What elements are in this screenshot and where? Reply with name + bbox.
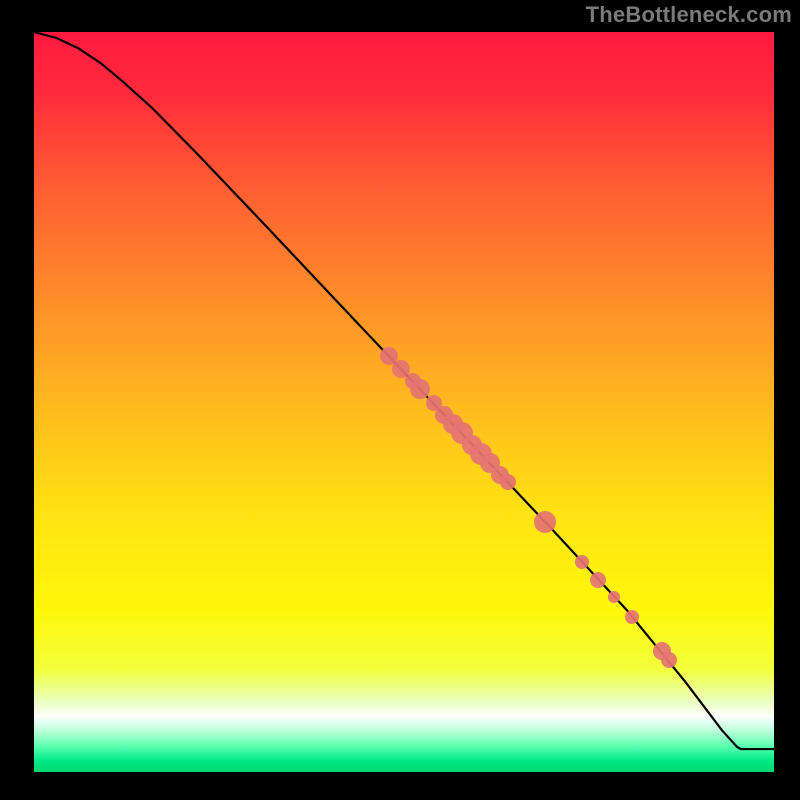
watermark-text: TheBottleneck.com bbox=[586, 2, 792, 28]
scatter-layer bbox=[34, 32, 774, 772]
scatter-point bbox=[590, 572, 606, 588]
scatter-point bbox=[500, 474, 516, 490]
scatter-point bbox=[625, 610, 639, 624]
scatter-point bbox=[661, 652, 677, 668]
scatter-point bbox=[575, 555, 589, 569]
scatter-point bbox=[410, 379, 430, 399]
chart-canvas: TheBottleneck.com bbox=[0, 0, 800, 800]
scatter-point bbox=[608, 591, 620, 603]
plot-area bbox=[34, 32, 774, 772]
scatter-point bbox=[534, 511, 556, 533]
